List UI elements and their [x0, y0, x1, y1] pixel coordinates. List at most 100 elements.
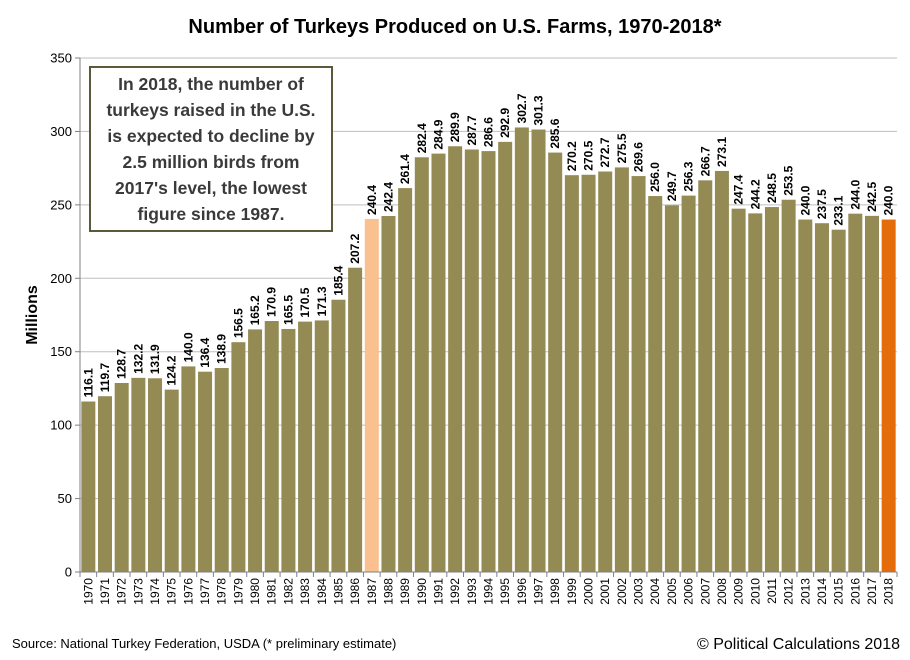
data-label-2003: 269.6	[632, 142, 646, 172]
x-tick-label-1978: 1978	[215, 578, 229, 605]
x-tick-label-1981: 1981	[265, 578, 279, 605]
bar-2008	[714, 170, 729, 572]
x-tick-label-1993: 1993	[465, 578, 479, 605]
bar-2007	[698, 180, 713, 572]
data-label-2001: 272.7	[598, 137, 612, 167]
data-label-1980: 165.2	[248, 295, 262, 325]
bar-1978	[214, 368, 229, 572]
data-label-2016: 244.0	[848, 179, 862, 209]
x-tick-label-1998: 1998	[548, 578, 562, 605]
data-label-2005: 249.7	[665, 171, 679, 201]
x-tick-label-1974: 1974	[148, 578, 162, 605]
bar-1990	[414, 157, 429, 572]
data-label-2011: 248.5	[765, 173, 779, 203]
bar-1979	[231, 342, 246, 572]
y-tick-label: 300	[50, 124, 72, 139]
data-label-1971: 119.7	[98, 363, 112, 393]
x-tick-label-2005: 2005	[665, 578, 679, 605]
x-tick-label-1999: 1999	[565, 578, 579, 605]
data-label-1997: 301.3	[532, 95, 546, 125]
bar-1994	[481, 151, 496, 572]
data-label-1985: 185.4	[331, 265, 345, 295]
data-label-1975: 124.2	[165, 355, 179, 385]
copyright-credit: © Political Calculations 2018	[697, 636, 900, 653]
bar-2006	[681, 195, 696, 572]
bar-2014	[814, 223, 829, 572]
x-tick-label-1970: 1970	[81, 578, 95, 605]
x-tick-label-1996: 1996	[515, 578, 529, 605]
data-label-1977: 136.4	[198, 337, 212, 367]
bar-1975	[164, 389, 179, 572]
x-tick-label-2014: 2014	[815, 578, 829, 605]
data-label-1974: 131.9	[148, 344, 162, 374]
x-tick-label-2003: 2003	[632, 578, 646, 605]
bar-1992	[448, 146, 463, 572]
x-tick-label-2002: 2002	[615, 578, 629, 605]
data-label-2006: 256.3	[682, 161, 696, 191]
x-tick-label-1997: 1997	[532, 578, 546, 605]
bar-2002	[614, 167, 629, 572]
bar-2011	[764, 207, 779, 572]
data-label-1979: 156.5	[231, 308, 245, 338]
data-label-1996: 302.7	[515, 93, 529, 123]
bar-1986	[348, 267, 363, 572]
x-tick-label-2016: 2016	[848, 578, 862, 605]
x-tick-label-2011: 2011	[765, 578, 779, 604]
y-axis-label: Millions	[24, 285, 41, 345]
data-label-1972: 128.7	[115, 349, 129, 379]
bar-1980	[248, 329, 263, 572]
annotation-text: In 2018, the number of turkeys raised in…	[106, 74, 316, 224]
data-label-1973: 132.2	[131, 343, 145, 373]
bar-1970	[81, 401, 96, 572]
data-label-1986: 207.2	[348, 233, 362, 263]
bar-1977	[198, 371, 213, 572]
x-tick-label-2017: 2017	[865, 578, 879, 605]
x-tick-label-2018: 2018	[882, 578, 896, 605]
bar-1996	[514, 127, 529, 572]
data-label-2013: 240.0	[798, 185, 812, 215]
x-tick-label-2008: 2008	[715, 578, 729, 605]
data-label-2007: 266.7	[698, 146, 712, 176]
bars	[81, 127, 896, 573]
x-tick-label-2012: 2012	[782, 578, 796, 605]
bar-2005	[664, 205, 679, 572]
x-tick-label-1980: 1980	[248, 578, 262, 605]
x-tick-label-1973: 1973	[131, 578, 145, 605]
x-tick-label-2000: 2000	[582, 578, 596, 605]
x-tick-label-1988: 1988	[381, 578, 395, 605]
bar-1999	[564, 175, 579, 572]
bar-2009	[731, 208, 746, 573]
annotation-box: In 2018, the number of turkeys raised in…	[89, 66, 333, 232]
x-tick-label-1982: 1982	[281, 578, 295, 605]
x-tick-label-1995: 1995	[498, 578, 512, 605]
y-tick-label: 100	[50, 418, 72, 433]
y-tick-label: 250	[50, 197, 72, 212]
bar-1995	[498, 141, 513, 573]
y-tick-label: 150	[50, 344, 72, 359]
x-tick-label-1992: 1992	[448, 578, 462, 605]
bar-2010	[748, 213, 763, 572]
bar-2003	[631, 176, 646, 573]
x-tick-label-1971: 1971	[98, 578, 112, 605]
data-label-2010: 244.2	[748, 179, 762, 209]
x-tick-label-2010: 2010	[748, 578, 762, 605]
data-label-2015: 233.1	[832, 195, 846, 225]
x-tick-label-2004: 2004	[648, 578, 662, 605]
bar-2016	[848, 213, 863, 572]
data-label-1978: 138.9	[215, 334, 229, 364]
data-label-2000: 270.5	[582, 140, 596, 170]
data-label-1998: 285.6	[548, 118, 562, 148]
bar-1987	[364, 218, 379, 572]
source-note: Source: National Turkey Federation, USDA…	[12, 636, 396, 651]
data-label-2008: 273.1	[715, 137, 729, 167]
bar-2015	[831, 229, 846, 572]
bar-2017	[864, 215, 879, 572]
chart-title: Number of Turkeys Produced on U.S. Farms…	[188, 16, 721, 38]
bar-1989	[398, 188, 413, 573]
bar-1972	[114, 382, 129, 572]
x-tick-label-2013: 2013	[798, 578, 812, 605]
bar-1973	[131, 377, 146, 572]
bar-2000	[581, 174, 596, 572]
data-label-2014: 237.5	[815, 189, 829, 219]
y-tick-label: 0	[65, 565, 72, 580]
